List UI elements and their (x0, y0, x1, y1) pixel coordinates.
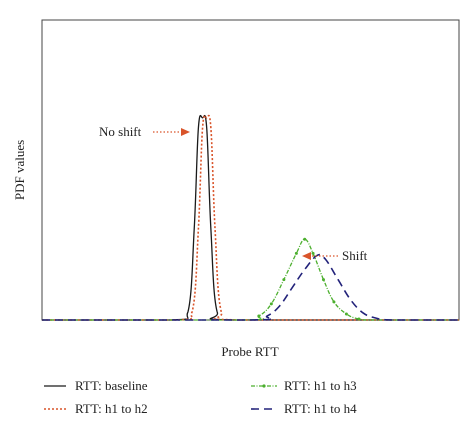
series-marker-rtt-h1-to-h3 (332, 300, 336, 304)
legend-label-rtt-h1-to-h2: RTT: h1 to h2 (75, 401, 148, 416)
series-marker-rtt-h1-to-h3 (303, 237, 307, 241)
x-axis-label: Probe RTT (221, 344, 278, 359)
series-line-rtt-h1-to-h4 (41, 253, 459, 321)
legend-item-rtt-h1-to-h4: RTT: h1 to h4 (251, 401, 357, 416)
annotation-shift-arrowhead (302, 252, 311, 260)
annotation-no-shift-arrowhead (181, 128, 190, 136)
legend: RTT: baseline RTT: h1 to h2 RTT: h1 to h… (44, 378, 357, 416)
y-axis-label: PDF values (12, 140, 27, 200)
legend-label-rtt-h1-to-h4: RTT: h1 to h4 (284, 401, 357, 416)
series-marker-rtt-h1-to-h3 (357, 317, 361, 321)
legend-label-rtt-h1-to-h3: RTT: h1 to h3 (284, 378, 357, 393)
series-marker-rtt-h1-to-h3 (257, 314, 261, 318)
series-marker-rtt-h1-to-h3 (321, 278, 325, 282)
series-marker-rtt-h1-to-h3 (344, 312, 348, 316)
series-marker-rtt-h1-to-h3 (282, 278, 286, 282)
legend-item-rtt-h1-to-h3: RTT: h1 to h3 (251, 378, 357, 393)
series-line-rtt-h1-to-h2 (41, 114, 459, 321)
legend-marker-rtt-h1-to-h3 (262, 384, 266, 388)
legend-item-rtt-h1-to-h2: RTT: h1 to h2 (44, 401, 148, 416)
series-marker-rtt-h1-to-h3 (269, 302, 273, 306)
annotation-shift-label: Shift (342, 248, 368, 263)
series-marker-rtt-h1-to-h3 (294, 251, 298, 255)
series-marker-rtt-h1-to-h3 (311, 251, 315, 255)
legend-item-rtt-baseline: RTT: baseline (44, 378, 148, 393)
legend-label-rtt-baseline: RTT: baseline (75, 378, 148, 393)
annotation-no-shift-label: No shift (99, 124, 142, 139)
series-markers-rtt-h1-to-h3 (257, 237, 361, 321)
plot-area-frame (41, 19, 460, 321)
series-line-rtt-baseline (41, 114, 459, 321)
series-line-rtt-h1-to-h3 (41, 238, 459, 321)
